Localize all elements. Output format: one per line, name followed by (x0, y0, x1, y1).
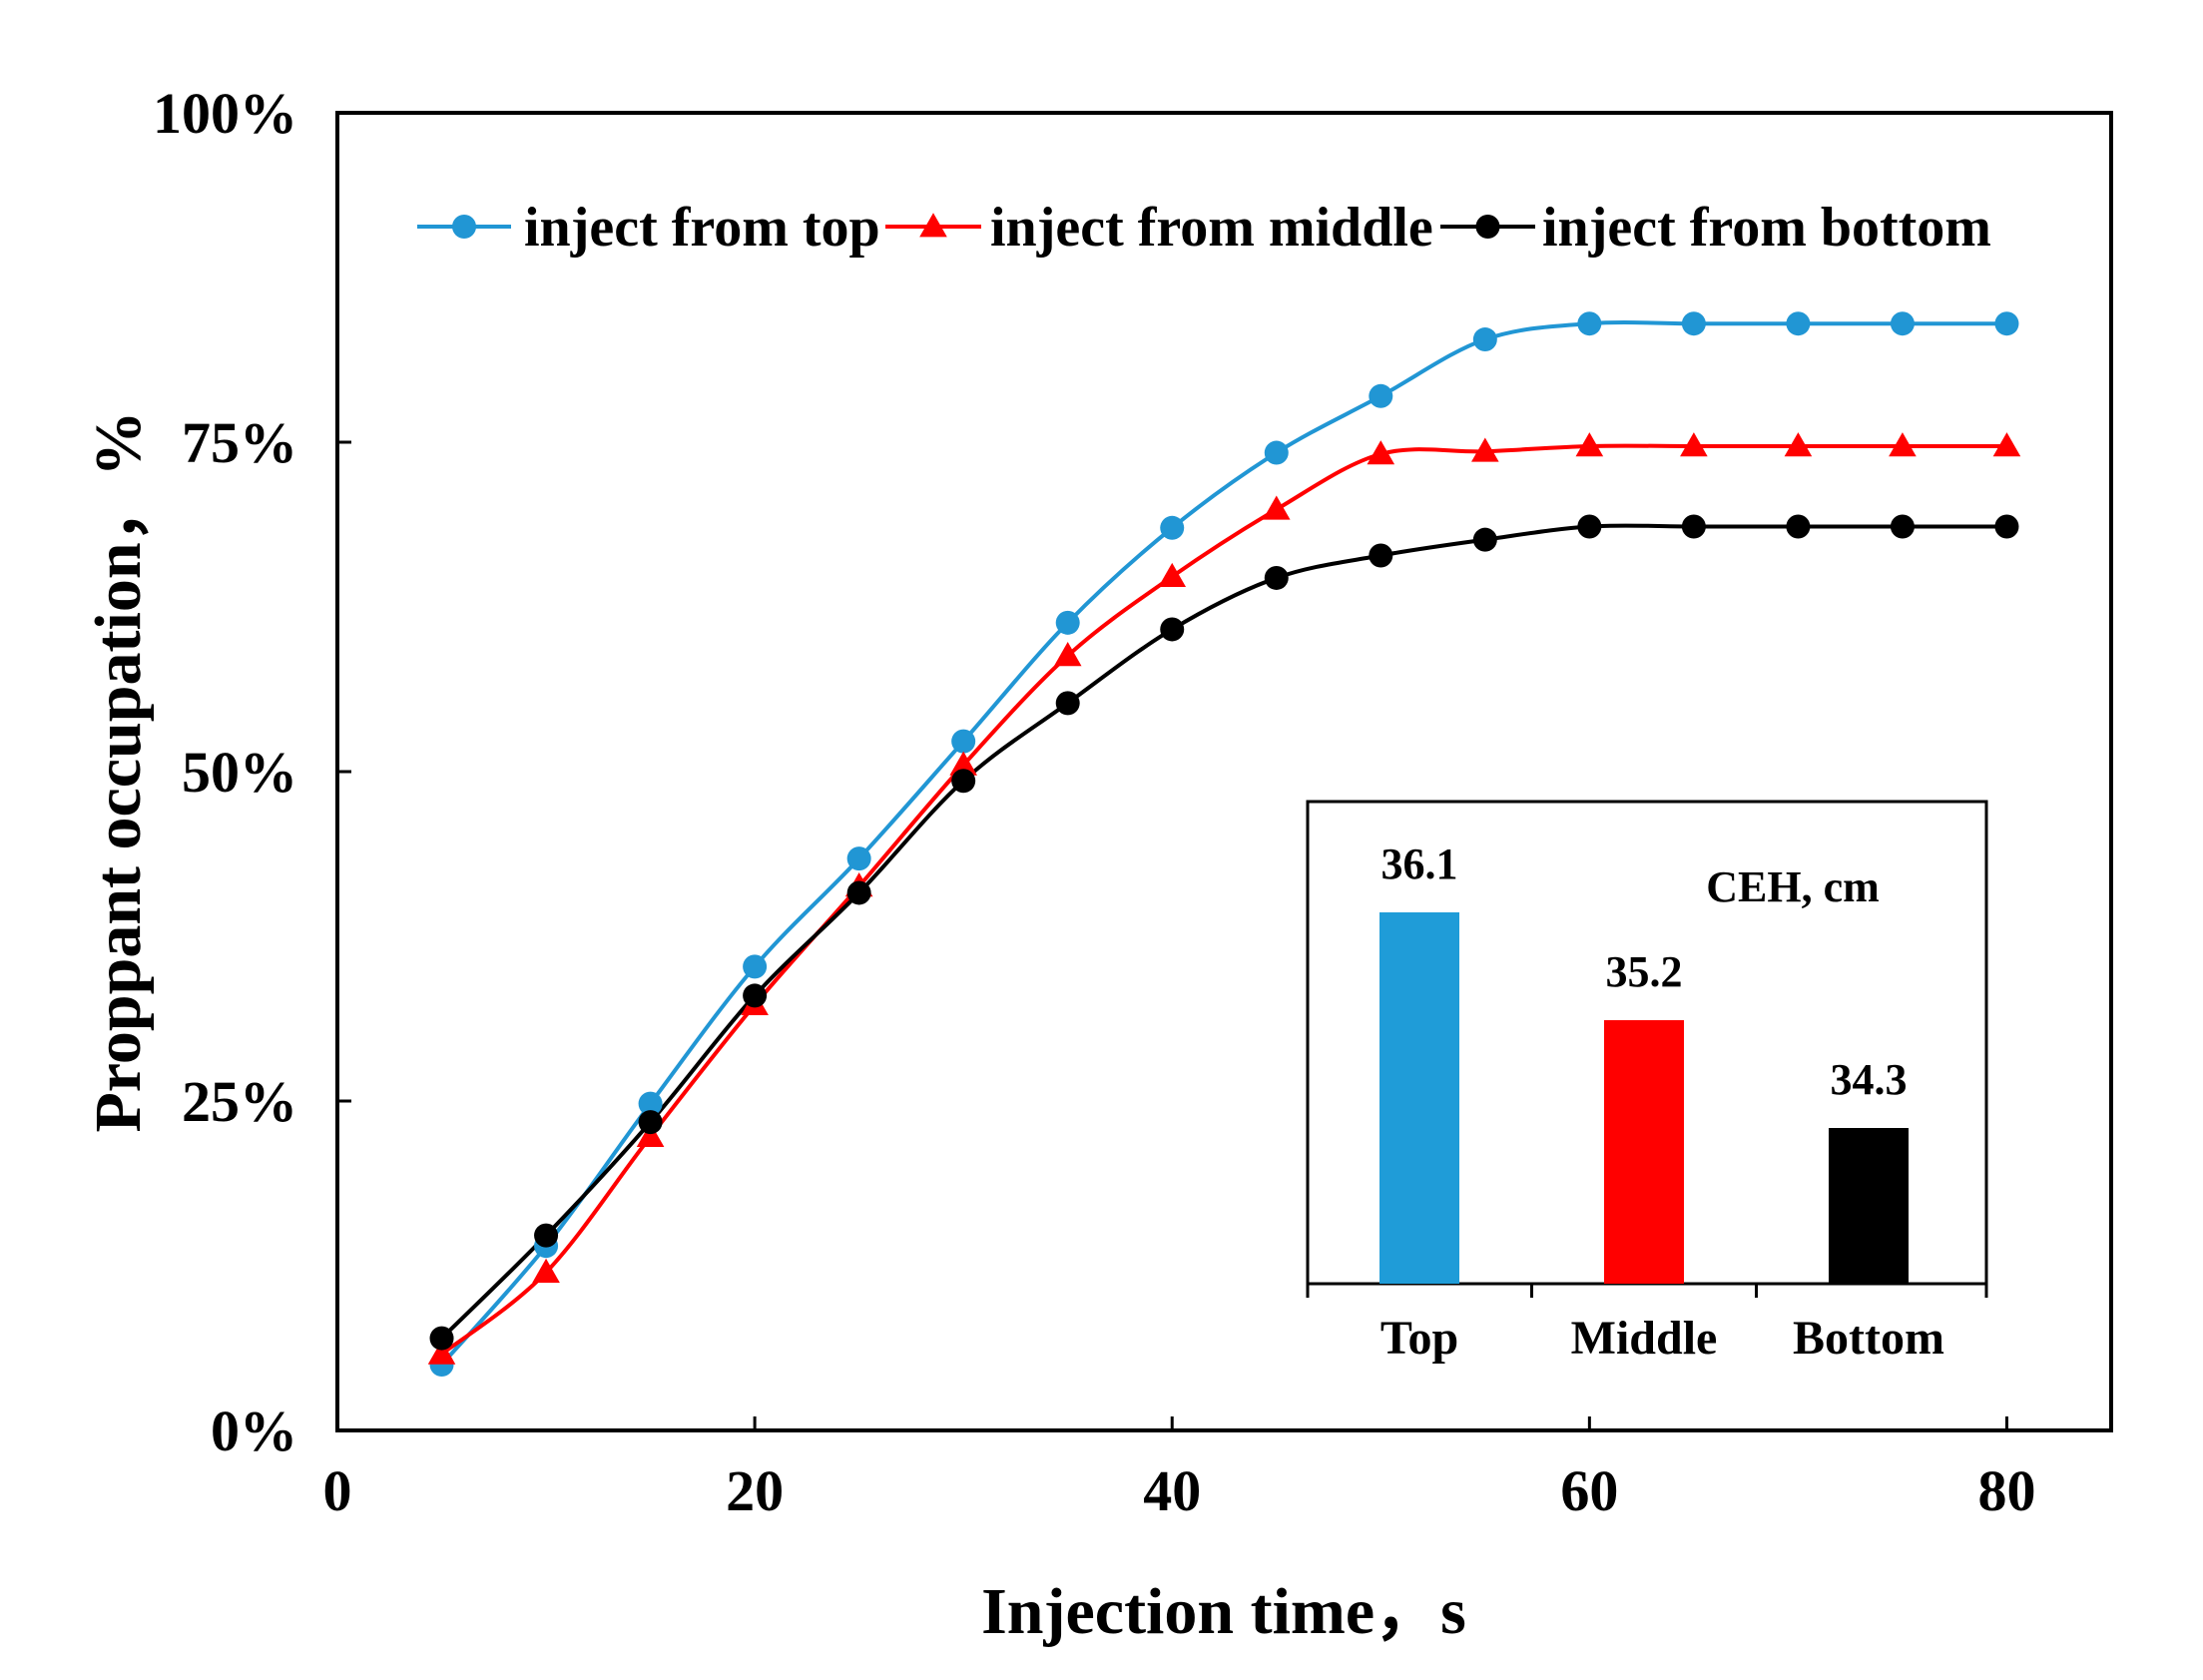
data-point-series-2 (1994, 514, 2019, 539)
y-tick-label: 75% (182, 410, 297, 475)
inset-bar-chart: CEH, cm 36.1 Top 35.2 Middle 34.3 Bottom (1306, 800, 1988, 1365)
inset-category-label: Middle (1571, 1312, 1718, 1365)
series-markers (427, 311, 2021, 1377)
data-point-series-1 (636, 1122, 665, 1147)
data-point-series-2 (1472, 527, 1497, 552)
inset-data-label: 36.1 (1381, 840, 1458, 888)
data-point-series-1 (949, 751, 977, 776)
x-tick-label: 60 (1560, 1458, 1618, 1523)
x-tick-label: 20 (726, 1458, 784, 1523)
data-point-series-1 (1992, 432, 2021, 457)
inset-category-label: Top (1380, 1312, 1458, 1365)
legend-label-0: inject from top (524, 197, 880, 259)
data-point-series-0 (743, 954, 768, 979)
data-point-series-0 (638, 1091, 663, 1116)
inset-bar-middle (1604, 1020, 1684, 1284)
data-point-series-1 (1471, 437, 1499, 462)
data-point-series-0 (846, 846, 871, 871)
data-point-series-1 (532, 1258, 560, 1283)
tick-marks (335, 111, 2008, 1432)
legend-marker-2 (1475, 215, 1500, 239)
data-point-series-2 (1369, 543, 1393, 568)
tick-labels: 0 20 40 60 80 0% 25% 50% 75% 100% (153, 81, 2035, 1523)
data-point-series-0 (1160, 515, 1185, 540)
inset-category-label: Bottom (1793, 1312, 1944, 1365)
main-plot-area: 0 20 40 60 80 0% 25% 50% 75% 100% Injection time，… (82, 81, 2113, 1648)
data-point-series-1 (1262, 495, 1291, 520)
x-axis-title: Injection time，s (981, 1575, 1466, 1648)
inset-bar-top (1379, 912, 1459, 1284)
y-axis-title: Proppant occupation，% (82, 410, 155, 1132)
legend-marker-0 (452, 215, 476, 239)
legend-marker-1 (919, 213, 947, 238)
data-point-series-1 (1889, 432, 1917, 457)
data-point-series-2 (951, 769, 976, 794)
data-point-series-0 (1472, 327, 1497, 352)
data-point-series-2 (1264, 565, 1289, 590)
data-point-series-0 (1369, 383, 1393, 408)
data-point-series-2 (1160, 617, 1185, 642)
y-tick-label: 25% (182, 1069, 297, 1134)
x-tick-label: 80 (1977, 1458, 2035, 1523)
y-tick-label: 0% (211, 1399, 297, 1463)
data-point-series-2 (638, 1110, 663, 1135)
inset-bars: 36.1 Top 35.2 Middle 34.3 Bottom (1306, 840, 1988, 1365)
y-tick-label: 100% (153, 81, 297, 146)
data-point-series-0 (1264, 440, 1289, 465)
data-point-series-1 (1053, 642, 1082, 667)
data-point-series-0 (1055, 610, 1080, 635)
x-tick-label: 40 (1143, 1458, 1201, 1523)
data-point-series-0 (1994, 311, 2019, 336)
data-point-series-0 (1577, 311, 1602, 336)
data-point-series-1 (1784, 432, 1813, 457)
data-point-series-1 (1158, 562, 1187, 587)
data-point-series-2 (846, 880, 871, 905)
inset-data-label: 35.2 (1606, 947, 1683, 996)
y-tick-label: 50% (182, 740, 297, 805)
data-point-series-0 (1890, 311, 1915, 336)
data-point-series-2 (1055, 691, 1080, 716)
data-point-series-1 (427, 1340, 456, 1365)
data-point-series-2 (1681, 514, 1706, 539)
data-point-series-0 (1681, 311, 1706, 336)
legend-label-2: inject from bottom (1542, 197, 1991, 259)
data-point-series-2 (1786, 514, 1811, 539)
inset-data-label: 34.3 (1831, 1055, 1908, 1104)
data-point-series-0 (951, 729, 976, 754)
data-point-series-1 (1680, 432, 1708, 457)
data-point-series-2 (743, 983, 768, 1008)
data-point-series-1 (1575, 432, 1604, 457)
data-point-series-2 (429, 1326, 454, 1351)
legend: inject from top inject from middle inject … (417, 197, 1991, 259)
data-point-series-1 (1367, 440, 1395, 465)
legend-label-1: inject from middle (990, 197, 1433, 259)
inset-title: CEH, cm (1706, 862, 1880, 911)
inset-bar-bottom (1829, 1128, 1909, 1284)
data-point-series-0 (1786, 311, 1811, 336)
data-point-series-2 (534, 1223, 559, 1248)
data-point-series-2 (1890, 514, 1915, 539)
data-point-series-2 (1577, 514, 1602, 539)
x-tick-label: 0 (323, 1458, 352, 1523)
